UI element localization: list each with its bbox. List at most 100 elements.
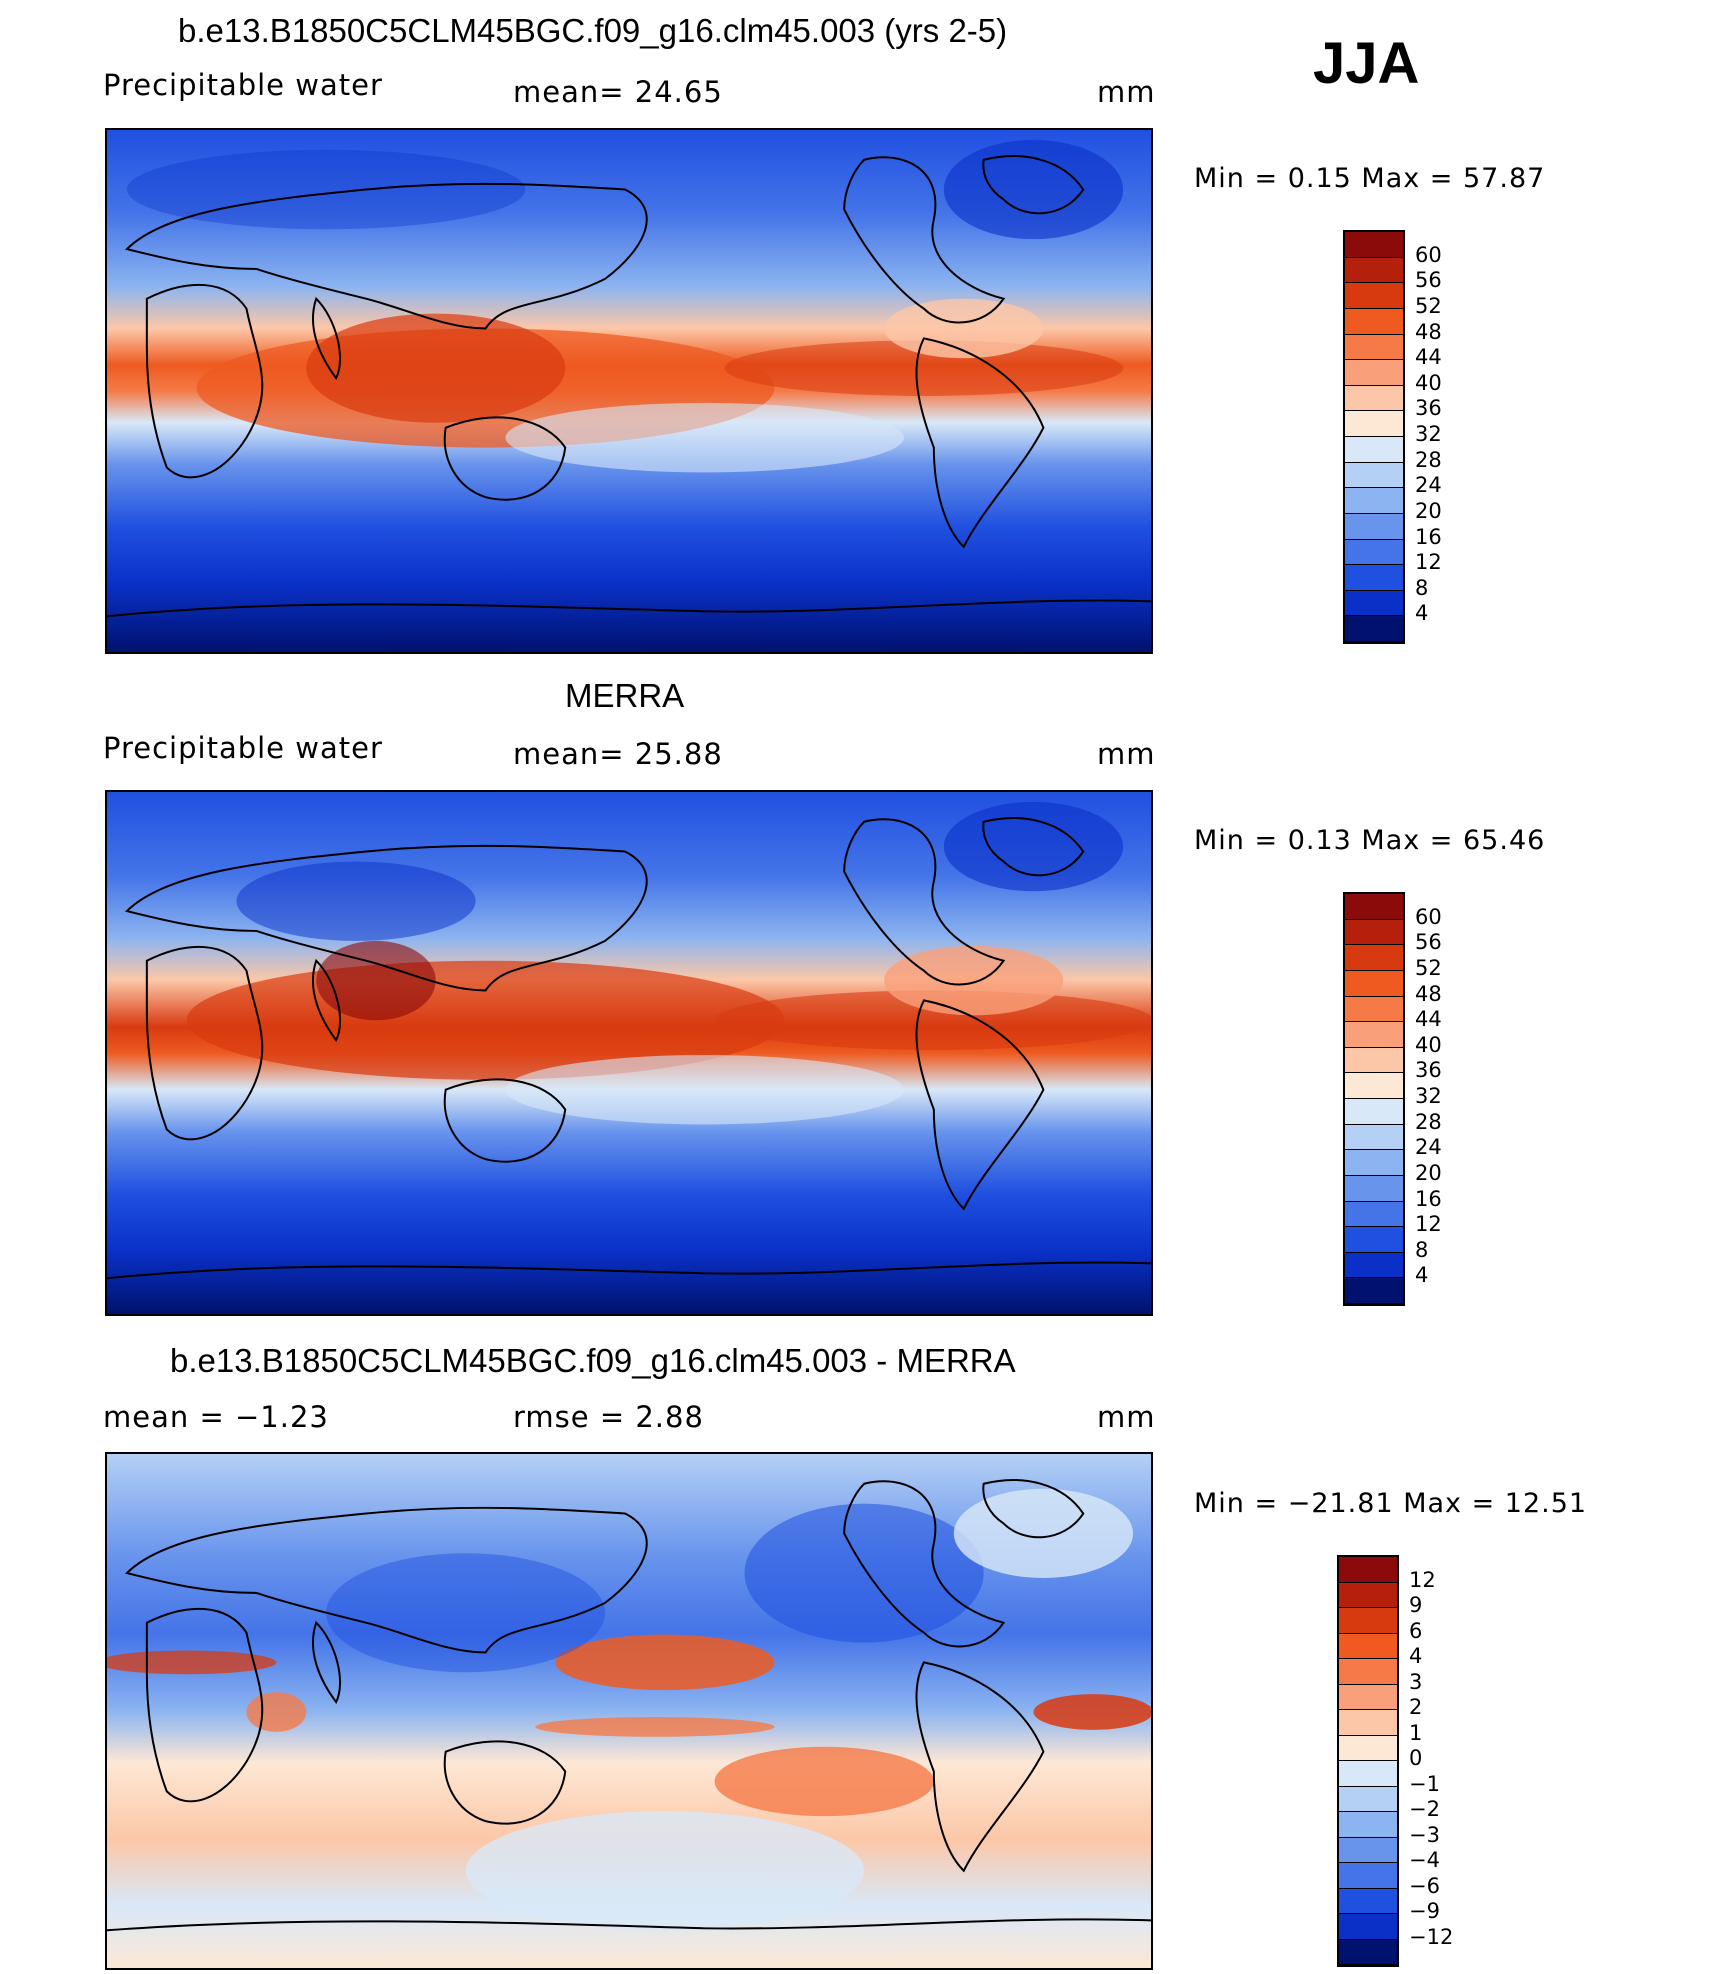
colorbar-cell [1345,919,1403,946]
panel-diff-title: b.e13.B1850C5CLM45BGC.f09_g16.clm45.003 … [170,1342,1016,1379]
colorbar-cell [1345,488,1403,514]
colorbar-tick-label: 52 [1415,293,1442,318]
colorbar-tick-label: 8 [1415,575,1429,600]
panel-diff-minmax: Min = −21.81 Max = 12.51 [1194,1488,1588,1519]
colorbar-cell [1345,411,1403,437]
colorbar-cell [1345,565,1403,591]
panel-model-variable-label: Precipitable water [103,68,383,102]
colorbar-tick-label: 56 [1415,268,1442,293]
season-label: JJA [1313,31,1420,96]
colorbar-cell [1339,1786,1397,1812]
colorbar-tick-label: −3 [1409,1822,1440,1847]
colorbar-cell [1345,1278,1403,1304]
colorbar-tick-label: 16 [1415,1186,1442,1211]
colorbar-tick-label: 36 [1415,396,1442,421]
colorbar-tick-label: 9 [1409,1593,1423,1617]
colorbar-tick-label: 3 [1409,1669,1423,1694]
colorbar-tick-label: 40 [1415,1032,1442,1057]
colorbar-tick-label: 24 [1415,1135,1442,1160]
panel-obs-variable-label: Precipitable water [103,731,383,765]
colorbar-cell [1339,1812,1397,1838]
colorbar-cell [1345,462,1403,489]
colorbar-tick-label: 28 [1415,1109,1442,1134]
panel-model-units: mm [1097,75,1156,109]
panel-diff-mean-label: mean = −1.23 [103,1400,329,1434]
colorbar-tick-label: −9 [1409,1899,1440,1923]
colorbar-tick-label: −4 [1409,1848,1440,1872]
colorbar-tick-label: 44 [1415,345,1442,370]
colorbar-cell [1345,257,1403,284]
colorbar-tick-label: 32 [1415,1084,1442,1108]
panel-model-minmax: Min = 0.15 Max = 57.87 [1194,163,1546,194]
colorbar-tick-label: 4 [1409,1644,1423,1668]
colorbar-tick-label: 20 [1415,1160,1442,1185]
colorbar-tick-label: 44 [1415,1007,1442,1032]
colorbar-cell [1345,360,1403,386]
panel-diff-map [105,1452,1153,1970]
colorbar-cell [1339,1914,1397,1940]
colorbar-cell [1345,385,1403,412]
colorbar-cell [1339,1939,1397,1965]
colorbar-cell [1345,1201,1403,1228]
colorbar-cell [1339,1608,1397,1634]
colorbar-cell [1345,334,1403,361]
colorbar-tick-label: 48 [1415,981,1442,1006]
colorbar-cell [1339,1582,1397,1608]
colorbar-cell [1339,1888,1397,1914]
colorbar-tick-label: 16 [1415,524,1442,549]
colorbar-cell [1345,1175,1403,1202]
colorbar-tick-label: 60 [1415,242,1442,267]
colorbar-cell [1345,996,1403,1023]
colorbar-tick-label: −1 [1409,1771,1440,1796]
panel-obs-map [105,790,1153,1316]
colorbar-cell [1345,308,1403,335]
panel-obs-minmax: Min = 0.13 Max = 65.46 [1194,825,1546,856]
colorbar-cell [1339,1837,1397,1863]
panel-model-mean-label: mean= 24.65 [513,75,723,109]
colorbar-cell [1339,1863,1397,1889]
colorbar-cell [1345,616,1403,642]
panel-diff-rmse-label: rmse = 2.88 [513,1400,704,1434]
colorbar-tick-label: 20 [1415,498,1442,523]
colorbar-cell [1339,1761,1397,1787]
colorbar-tick-label: 1 [1409,1720,1423,1745]
colorbar-tick-label: 12 [1415,550,1442,575]
colorbar-tick-label: 24 [1415,473,1442,498]
panel-obs-colorbar [1343,892,1405,1306]
panel-diff-units: mm [1097,1400,1156,1434]
colorbar-tick-label: 8 [1415,1237,1429,1262]
colorbar-cell [1345,590,1403,617]
colorbar-tick-label: 0 [1409,1746,1423,1770]
colorbar-cell [1339,1735,1397,1761]
colorbar-cell [1345,1022,1403,1048]
panel-diff-field [107,1454,1151,1968]
colorbar-cell [1345,539,1403,566]
colorbar-cell [1345,1099,1403,1125]
colorbar-cell [1345,513,1403,540]
colorbar-cell [1339,1557,1397,1583]
colorbar-cell [1339,1710,1397,1736]
panel-model-title: b.e13.B1850C5CLM45BGC.f09_g16.clm45.003 … [178,12,1008,49]
panel-model-field [107,130,1151,652]
colorbar-cell [1345,1047,1403,1074]
colorbar-cell [1345,1227,1403,1253]
panel-model-colorbar [1343,230,1405,644]
colorbar-cell [1345,437,1403,463]
panel-obs-units: mm [1097,737,1156,771]
colorbar-tick-label: 60 [1415,904,1442,929]
colorbar-cell [1345,1073,1403,1099]
colorbar-tick-label: −2 [1409,1797,1440,1821]
colorbar-cell [1345,945,1403,971]
colorbar-cell [1339,1659,1397,1685]
panel-obs-mean-label: mean= 25.88 [513,737,723,771]
colorbar-tick-label: 4 [1415,601,1429,626]
colorbar-tick-label: 12 [1409,1567,1436,1592]
colorbar-cell [1345,232,1403,258]
colorbar-tick-label: 40 [1415,370,1442,395]
colorbar-tick-label: 2 [1409,1695,1423,1719]
colorbar-tick-label: 28 [1415,447,1442,472]
colorbar-cell [1345,1124,1403,1151]
colorbar-cell [1345,1252,1403,1279]
panel-obs-field [107,792,1151,1314]
colorbar-tick-label: 32 [1415,422,1442,446]
